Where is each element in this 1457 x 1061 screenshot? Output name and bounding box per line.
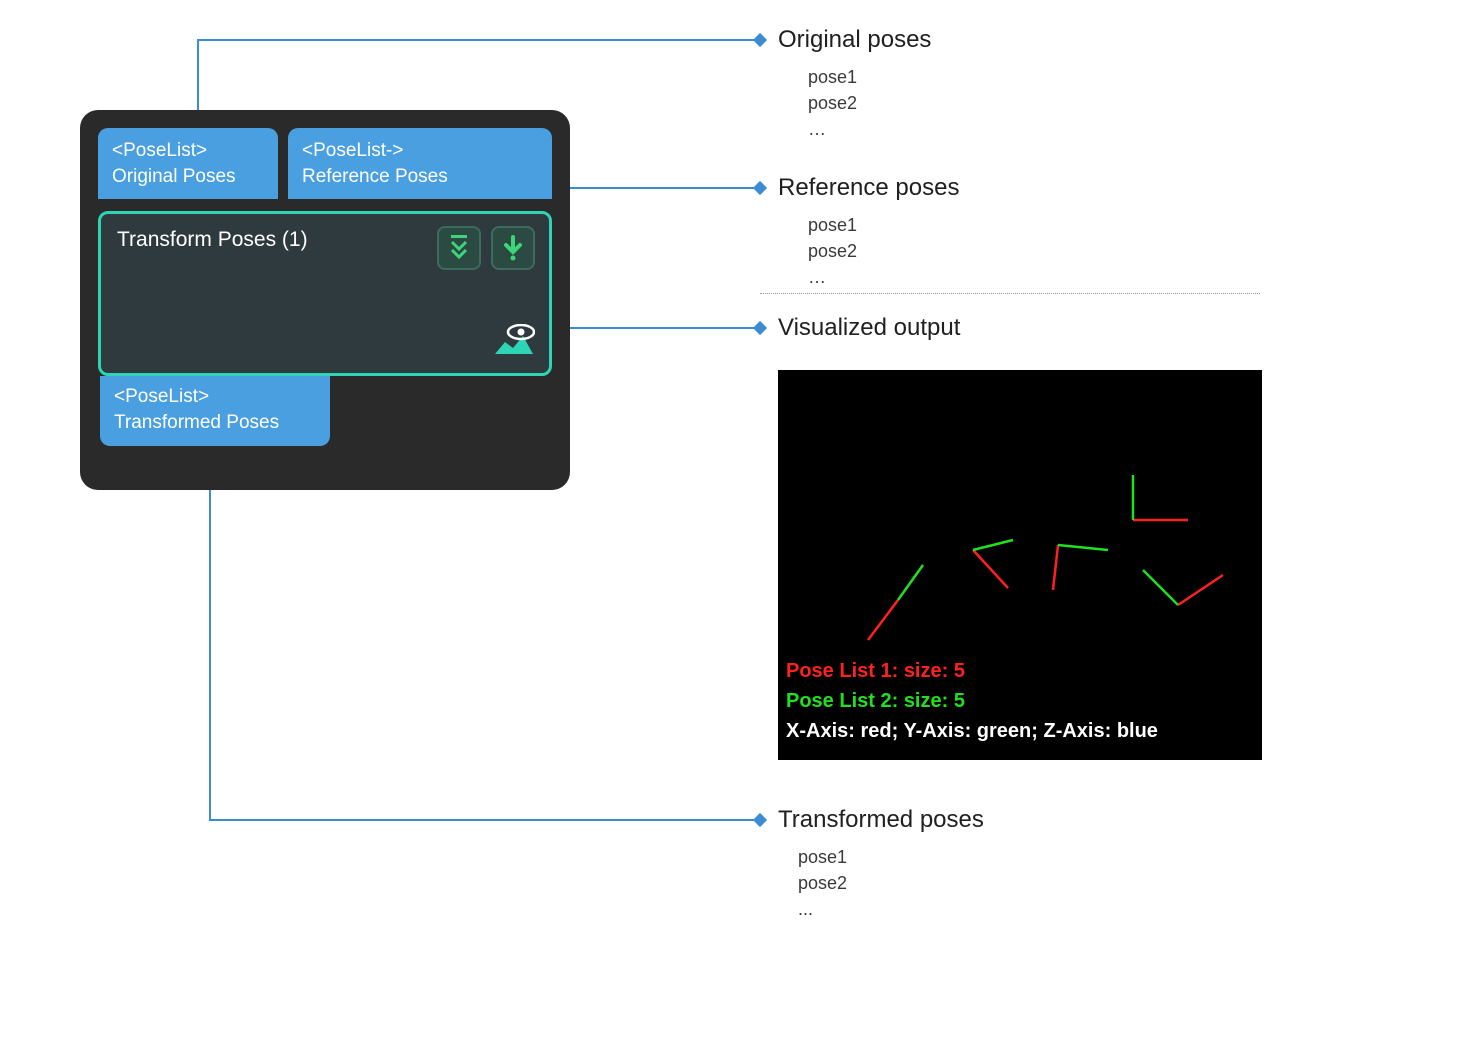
arrow-down-dot-icon bbox=[502, 235, 524, 261]
output-tab-transformed[interactable]: <PoseList> Transformed Poses bbox=[100, 376, 330, 445]
node-panel: <PoseList> Original Poses <PoseList-> Re… bbox=[80, 110, 570, 490]
viz-line2: Pose List 2: size: 5 bbox=[786, 690, 965, 713]
output-name-label: Transformed Poses bbox=[114, 410, 316, 436]
diamond-marker bbox=[753, 813, 767, 827]
callout-reference-items: pose1 pose2 … bbox=[808, 212, 857, 290]
input-type-label: <PoseList> bbox=[112, 138, 264, 164]
callout-transformed-title: Transformed poses bbox=[778, 806, 984, 834]
visualization-panel: Pose List 1: size: 5 Pose List 2: size: … bbox=[778, 370, 1262, 760]
callout-original-title: Original poses bbox=[778, 26, 931, 54]
diamond-marker bbox=[753, 321, 767, 335]
input-name-label: Original Poses bbox=[112, 164, 264, 190]
arrow-down-button[interactable] bbox=[491, 226, 535, 270]
diamond-marker bbox=[753, 33, 767, 47]
input-name-label: Reference Poses bbox=[302, 164, 538, 190]
output-type-label: <PoseList> bbox=[114, 384, 316, 410]
input-type-label: <PoseList-> bbox=[302, 138, 538, 164]
double-chevron-down-icon bbox=[447, 235, 471, 261]
visualize-button[interactable] bbox=[493, 324, 535, 363]
viz-line1: Pose List 1: size: 5 bbox=[786, 660, 965, 683]
diamond-marker bbox=[753, 181, 767, 195]
viz-line3: X-Axis: red; Y-Axis: green; Z-Axis: blue bbox=[786, 720, 1158, 743]
section-divider bbox=[760, 293, 1260, 294]
node-body[interactable]: Transform Poses (1) bbox=[98, 211, 552, 376]
expand-down-button[interactable] bbox=[437, 226, 481, 270]
callout-transformed-items: pose1 pose2 ... bbox=[798, 844, 847, 922]
eye-landscape-icon bbox=[493, 324, 535, 358]
callout-original-items: pose1 pose2 … bbox=[808, 64, 857, 142]
input-tab-original[interactable]: <PoseList> Original Poses bbox=[98, 128, 278, 199]
callout-visualized-title: Visualized output bbox=[778, 314, 960, 342]
callout-reference-title: Reference poses bbox=[778, 174, 959, 202]
input-tab-reference[interactable]: <PoseList-> Reference Poses bbox=[288, 128, 552, 199]
